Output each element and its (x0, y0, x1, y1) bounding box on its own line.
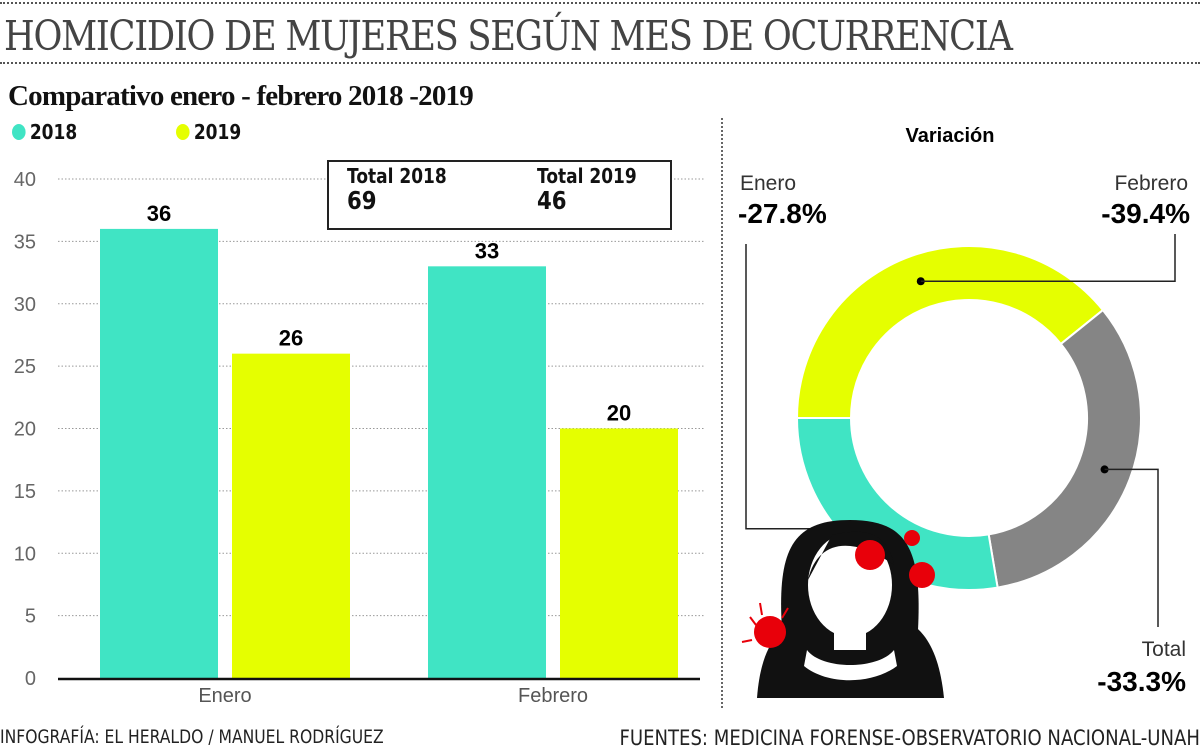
legend-item-2019: 2019 (176, 120, 241, 144)
slice-value-febrero: -39.4% (1101, 198, 1190, 229)
slice-label-febrero: Febrero (1114, 172, 1188, 195)
y-tick-label: 30 (14, 294, 36, 316)
page-title: HOMICIDIO DE MUJERES SEGÚN MES DE OCURRE… (4, 12, 1013, 60)
legend-item-2018: 2018 (12, 120, 77, 144)
y-tick-label: 0 (25, 668, 36, 690)
credit-text: INFOGRAFÍA: EL HERALDO / MANUEL RODRÍGUE… (0, 726, 384, 748)
total-2019-label: Total 2019 (537, 164, 637, 188)
slice-label-enero: Enero (740, 172, 796, 195)
legend-label: 2018 (29, 120, 78, 144)
legend-swatch-2019 (176, 124, 190, 140)
x-tick-label: Enero (198, 685, 251, 707)
legend-label: 2019 (193, 120, 242, 144)
totals-box: Total 2018 69 Total 2019 46 (327, 160, 672, 230)
donut-title: Variación (906, 125, 995, 147)
source-text: FUENTES: MEDICINA FORENSE-OBSERVATORIO N… (619, 726, 1200, 750)
y-tick-label: 15 (14, 481, 36, 503)
variation-donut-chart: Variación Febrero -39.4% Total -33.3% Enero -2… (738, 125, 1190, 698)
donut-slice-total (987, 308, 1142, 589)
slice-value-total: -33.3% (1097, 666, 1186, 697)
top-divider (0, 2, 1200, 4)
data-label: 20 (607, 401, 631, 426)
title-divider (0, 62, 1200, 64)
leader-line (920, 234, 1176, 283)
bar-febrero-2019 (560, 428, 678, 678)
blood-splatter-icon (754, 616, 786, 648)
x-tick-label: Febrero (518, 685, 588, 707)
bar-chart: 0 5 10 15 20 25 30 35 40 36 26 Enero 33 20 Febrero (14, 169, 705, 707)
y-tick-label: 25 (14, 356, 36, 378)
blood-splatter-icon (904, 530, 920, 546)
shoulders (757, 610, 944, 698)
woman-silhouette-icon (757, 520, 944, 698)
y-tick-label: 10 (14, 543, 36, 565)
data-label: 26 (279, 326, 303, 351)
blood-drops-icon (741, 602, 789, 643)
total-2019-value: 46 (537, 186, 567, 215)
slice-value-enero: -27.8% (738, 198, 827, 229)
legend-swatch-2018 (12, 124, 26, 140)
section-divider (721, 118, 723, 708)
y-tick-label: 35 (14, 231, 36, 253)
total-2018-label: Total 2018 (347, 164, 447, 188)
data-label: 33 (475, 238, 499, 263)
donut-slice-febrero (795, 245, 1105, 419)
total-2018-value: 69 (347, 186, 377, 215)
bar-febrero-2018 (428, 266, 546, 678)
slice-label-total: Total (1142, 638, 1186, 661)
y-tick-label: 20 (14, 419, 36, 441)
blood-splatter-icon (909, 562, 935, 588)
collar (804, 650, 897, 681)
bar-enero-2019 (232, 353, 350, 678)
leader-line (1104, 468, 1159, 627)
chart-subtitle: Comparativo enero - febrero 2018 -2019 (8, 80, 474, 112)
bar-enero-2018 (100, 228, 218, 678)
blood-splatter-icon (855, 540, 885, 570)
neck (834, 625, 866, 650)
data-label: 36 (147, 201, 171, 226)
y-tick-label: 40 (14, 169, 36, 191)
y-tick-label: 5 (25, 606, 36, 628)
